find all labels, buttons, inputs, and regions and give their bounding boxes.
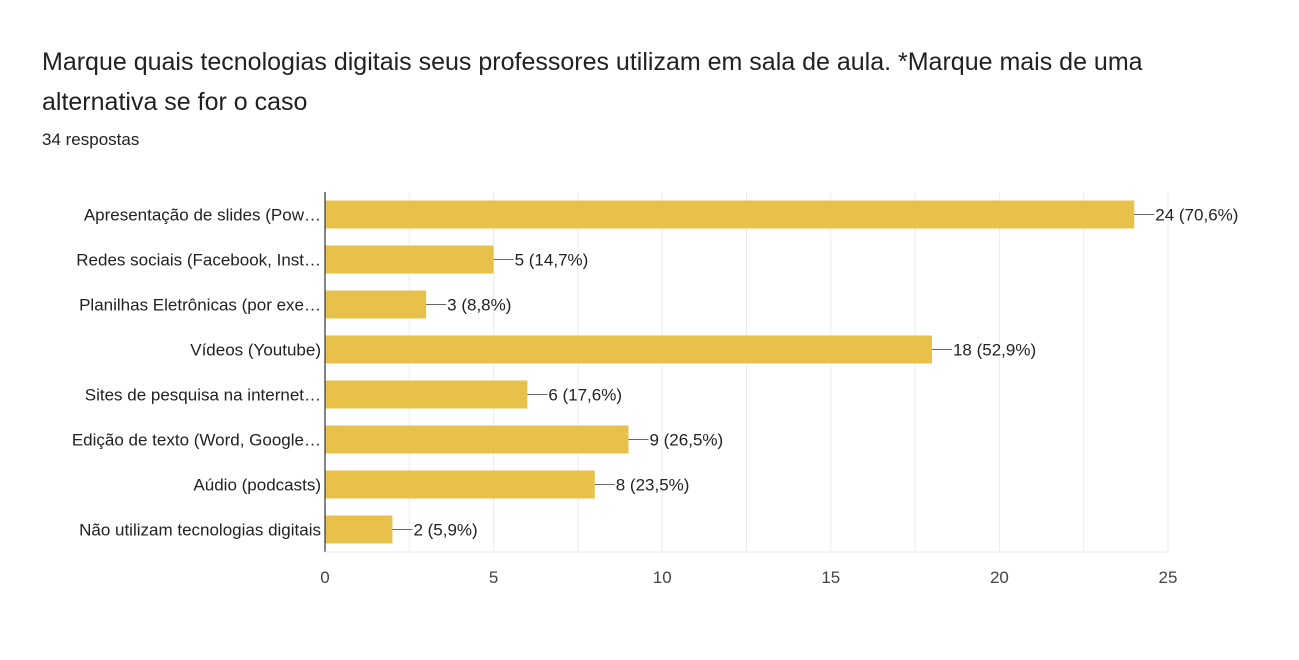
data-label: 3 (8,8%) [447,296,511,315]
x-tick-label: 5 [489,568,498,587]
data-label: 9 (26,5%) [649,431,723,450]
bar [325,425,629,454]
x-tick-label: 0 [320,568,329,587]
category-label: Sites de pesquisa na internet… [85,386,321,405]
data-label: 2 (5,9%) [413,521,477,540]
category-label: Planilhas Eletrônicas (por exe… [79,296,321,315]
bar [325,335,932,364]
bar [325,515,393,544]
x-tick-label: 15 [821,568,840,587]
category-label: Não utilizam tecnologias digitais [79,521,321,540]
data-label: 18 (52,9%) [953,341,1036,360]
response-count: 34 respostas [42,130,140,149]
chart-header: Marque quais tecnologias digitais seus p… [42,42,1262,152]
data-label: 6 (17,6%) [548,386,622,405]
data-label: 5 (14,7%) [515,251,589,270]
bar [325,380,528,409]
x-tick-label: 20 [990,568,1009,587]
x-tick-label: 10 [653,568,672,587]
category-label: Aúdio (podcasts) [193,476,321,495]
x-tick-label: 25 [1159,568,1178,587]
bar [325,200,1135,229]
bar [325,290,427,319]
bar [325,470,595,499]
chart-title: Marque quais tecnologias digitais seus p… [42,48,1143,116]
category-label: Apresentação de slides (Pow… [84,206,321,225]
data-label: 24 (70,6%) [1155,206,1238,225]
bar [325,245,494,274]
data-label: 8 (23,5%) [616,476,690,495]
category-label: Vídeos (Youtube) [190,341,321,360]
category-label: Redes sociais (Facebook, Inst… [76,251,321,270]
category-label: Edição de texto (Word, Google… [72,431,321,450]
